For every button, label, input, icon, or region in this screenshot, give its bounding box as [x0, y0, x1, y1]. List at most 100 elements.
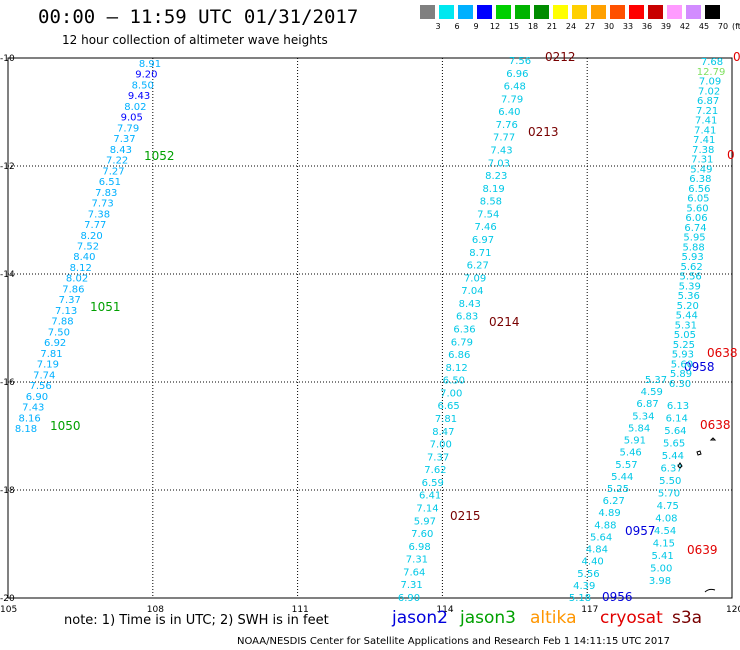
swh-value: 6.59: [422, 478, 444, 489]
swh-value: 6.37: [660, 464, 682, 475]
swh-value: 7.31: [406, 555, 428, 566]
pass-time-label: 0: [727, 148, 735, 162]
swh-value: 6.79: [451, 337, 473, 348]
swh-value: 5.25: [607, 484, 629, 495]
swh-value: 5.64: [590, 532, 612, 543]
swh-value: 7.41: [694, 125, 716, 136]
pass-time-label: 0: [733, 50, 740, 64]
swh-value: 5.50: [659, 476, 681, 487]
swh-value: 5.18: [569, 593, 591, 604]
swh-value: 4.40: [582, 557, 604, 568]
swh-value: 7.31: [401, 580, 423, 591]
swh-value: 6.05: [687, 194, 709, 205]
swh-value: 4.89: [598, 508, 620, 519]
swh-value: 5.89: [670, 369, 692, 380]
swh-value: 7.38: [692, 145, 714, 156]
legend-label-6: 6: [454, 22, 460, 31]
map-title: 00:00 – 11:59 UTC 01/31/2017: [38, 6, 359, 28]
island-outline: [696, 450, 702, 456]
swh-value: 7.50: [48, 327, 70, 338]
swh-value: 5.25: [673, 340, 695, 351]
swh-value: 5.91: [624, 436, 646, 447]
swh-value: 7.37: [59, 295, 81, 306]
pass-time-label: 0958: [684, 360, 715, 374]
swh-value: 4.15: [653, 539, 675, 550]
swh-value: 6.27: [603, 496, 625, 507]
swh-value: 6.13: [667, 401, 689, 412]
swh-value: 7.81: [435, 414, 457, 425]
pass-time-label: 0214: [489, 315, 520, 329]
pass-time-label: 0212: [545, 50, 576, 64]
swh-value: 6.65: [438, 401, 460, 412]
swh-value: 4.59: [641, 387, 663, 398]
satellite-legend-altika: altika: [530, 608, 577, 628]
swh-value: 6.38: [689, 174, 711, 185]
pass-time-label: 1050: [50, 419, 81, 433]
island-outline: [709, 437, 717, 441]
swh-value: 7.09: [464, 273, 486, 284]
swh-value: 8.19: [482, 184, 504, 195]
swh-value: 6.87: [697, 96, 719, 107]
swh-value: 5.65: [663, 439, 685, 450]
swh-value: 6.27: [467, 261, 489, 272]
lat-tick--18: -18: [0, 486, 15, 496]
swh-value: 7.77: [493, 133, 515, 144]
swh-value: 9.05: [121, 113, 143, 124]
swh-value: 7.43: [490, 146, 512, 157]
swh-value: 7.38: [88, 209, 110, 220]
swh-value: 7.00: [430, 440, 452, 451]
lon-tick-120: 120: [726, 605, 740, 615]
swh-value: 6.51: [99, 177, 121, 188]
legend-label-15: 15: [508, 22, 520, 31]
swh-value: 8.12: [445, 363, 467, 374]
swh-value: 5.56: [577, 569, 599, 580]
legend-swatch-33: [610, 5, 625, 19]
swh-value: 7.77: [84, 220, 106, 231]
lon-tick-105: 105: [0, 605, 17, 615]
swh-value: 6.50: [443, 376, 465, 387]
legend-swatch-70: [705, 5, 720, 19]
swh-value: 7.03: [488, 158, 510, 169]
swh-value: 5.34: [632, 411, 654, 422]
swh-value: 5.44: [676, 311, 698, 322]
legend-swatch-42: [667, 5, 682, 19]
swh-value: 7.19: [37, 360, 59, 371]
swh-value: 5.56: [680, 272, 702, 283]
legend-swatch-24: [553, 5, 568, 19]
swh-value: 7.86: [62, 284, 84, 295]
swh-value: 8.58: [480, 197, 502, 208]
swh-value: 5.46: [620, 448, 642, 459]
legend-swatch-27: [572, 5, 587, 19]
swh-value: 7.41: [693, 135, 715, 146]
swh-value: 7.68: [701, 57, 723, 68]
legend-label-18: 18: [527, 22, 539, 31]
pass-time-label: 0957: [625, 524, 656, 538]
swh-value: 5.44: [662, 451, 684, 462]
swh-value: 7.00: [440, 388, 462, 399]
lon-tick-117: 117: [581, 605, 598, 615]
pass-time-label: 1052: [144, 149, 175, 163]
legend-label-30: 30: [603, 22, 615, 31]
pass-time-label: 0638: [707, 346, 738, 360]
satellite-legend-cryosat: cryosat: [600, 608, 663, 628]
swh-value: 6.48: [504, 82, 526, 93]
legend-label-42: 42: [679, 22, 691, 31]
swh-value: 7.56: [29, 381, 51, 392]
swh-value: 8.02: [124, 102, 146, 113]
swh-value: 7.54: [477, 209, 499, 220]
swh-value: 9.20: [135, 70, 157, 81]
swh-value: 7.09: [699, 77, 721, 88]
swh-value: 5.60: [671, 359, 693, 370]
swh-value: 8.16: [19, 413, 41, 424]
legend-label-33: 33: [622, 22, 634, 31]
swh-value: 8.71: [469, 248, 491, 259]
swh-value: 6.96: [506, 69, 528, 80]
swh-value: 7.74: [33, 370, 55, 381]
swh-value: 6.87: [636, 399, 658, 410]
swh-value: 5.95: [683, 233, 705, 244]
swh-value: 8.43: [459, 299, 481, 310]
legend-label-45: 45: [698, 22, 710, 31]
swh-value: 5.57: [615, 460, 637, 471]
legend-label-12: 12: [489, 22, 501, 31]
